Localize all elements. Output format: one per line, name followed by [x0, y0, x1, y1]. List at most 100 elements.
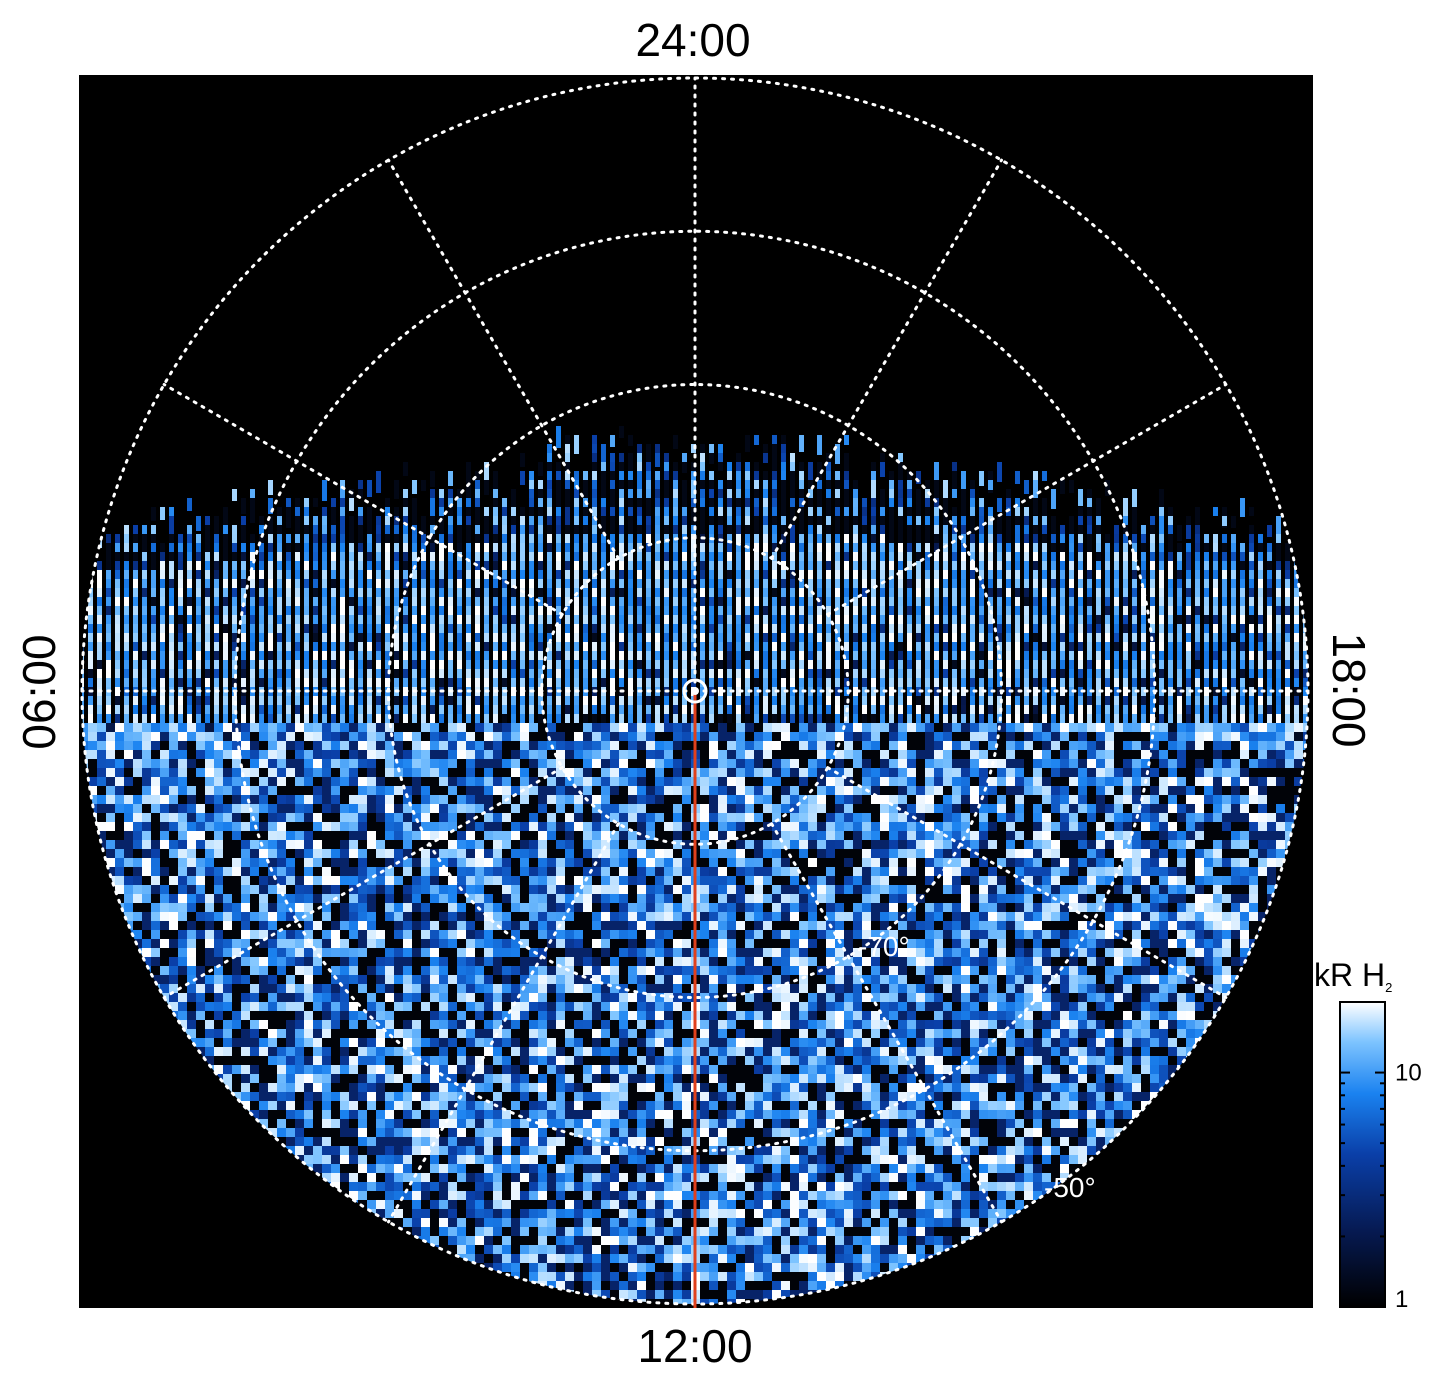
emission-cell — [133, 768, 142, 777]
emission-cell — [394, 507, 399, 522]
emission-cell — [169, 768, 178, 777]
emission-cell — [124, 768, 133, 777]
emission-cell — [610, 597, 615, 613]
emission-cell — [826, 516, 831, 525]
emission-cell — [529, 570, 534, 585]
emission-cell — [178, 786, 187, 795]
emission-cell — [700, 795, 709, 804]
emission-cell — [124, 597, 129, 612]
emission-cell — [367, 516, 372, 532]
emission-cell — [178, 750, 187, 759]
emission-cell — [682, 462, 687, 473]
emission-cell — [1042, 804, 1051, 813]
emission-cell — [1078, 759, 1087, 768]
emission-cell — [736, 732, 745, 741]
emission-cell — [340, 786, 349, 795]
emission-cell — [1168, 552, 1173, 563]
emission-cell — [349, 498, 354, 511]
emission-cell — [232, 543, 237, 555]
emission-cell — [754, 462, 759, 476]
emission-cell — [1177, 741, 1186, 750]
emission-cell — [1015, 570, 1020, 587]
emission-cell — [160, 732, 169, 741]
emission-cell — [133, 732, 142, 741]
emission-cell — [1069, 597, 1074, 608]
emission-cell — [583, 786, 592, 795]
emission-cell — [754, 579, 759, 595]
emission-cell — [1096, 759, 1105, 768]
emission-cell — [646, 570, 651, 579]
emission-cell — [1078, 516, 1083, 525]
emission-cell — [349, 597, 354, 614]
emission-cell — [223, 534, 228, 546]
emission-cell — [1195, 741, 1204, 750]
emission-cell — [97, 750, 106, 759]
emission-cell — [925, 489, 930, 506]
emission-cell — [349, 750, 358, 759]
emission-cell — [313, 714, 318, 724]
emission-cell — [574, 642, 579, 652]
emission-cell — [781, 570, 786, 585]
emission-cell — [250, 498, 255, 509]
emission-cell — [160, 507, 165, 520]
emission-cell — [493, 597, 498, 607]
emission-cell — [475, 516, 480, 531]
emission-cell — [772, 489, 777, 505]
emission-cell — [385, 498, 390, 512]
emission-cell — [511, 570, 516, 580]
emission-cell — [997, 786, 1006, 795]
emission-cell — [322, 777, 331, 786]
emission-cell — [835, 543, 840, 558]
emission-cell — [1195, 543, 1200, 555]
emission-cell — [808, 705, 813, 715]
emission-cell — [610, 498, 615, 511]
emission-cell — [880, 534, 885, 545]
emission-cell — [574, 768, 583, 777]
emission-cell — [1096, 786, 1105, 795]
emission-cell — [1087, 759, 1096, 768]
emission-cell — [1024, 534, 1029, 548]
emission-cell — [1240, 750, 1249, 759]
emission-cell — [601, 768, 610, 777]
emission-cell — [259, 768, 268, 777]
emission-cell — [952, 462, 957, 479]
emission-cell — [934, 759, 943, 768]
emission-cell — [1294, 597, 1299, 606]
emission-cell — [952, 804, 961, 813]
emission-cell — [502, 588, 507, 597]
emission-cell — [178, 534, 183, 545]
emission-cell — [763, 525, 768, 540]
emission-cell — [1123, 795, 1132, 804]
emission-cell — [1087, 768, 1096, 777]
emission-cell — [709, 723, 718, 732]
emission-cell — [808, 804, 817, 813]
emission-cell — [358, 507, 363, 519]
emission-cell — [826, 570, 831, 581]
emission-cell — [115, 597, 120, 613]
emission-cell — [988, 813, 997, 822]
emission-cell — [277, 741, 286, 750]
emission-cell — [691, 462, 696, 475]
emission-cell — [1258, 615, 1263, 624]
emission-cell — [934, 696, 939, 706]
emission-cell — [1213, 588, 1218, 601]
emission-cell — [970, 489, 975, 503]
emission-cell — [1141, 705, 1146, 714]
emission-cell — [988, 480, 993, 490]
emission-cell — [511, 678, 516, 688]
emission-cell — [529, 768, 538, 777]
emission-cell — [718, 579, 723, 591]
emission-cell — [466, 525, 471, 539]
emission-cell — [610, 723, 619, 732]
emission-cell — [376, 759, 385, 768]
emission-cell — [88, 741, 97, 750]
emission-cell — [439, 507, 444, 522]
emission-cell — [421, 768, 430, 777]
emission-cell — [97, 705, 102, 714]
emission-cell — [97, 786, 106, 795]
emission-cell — [628, 723, 637, 732]
emission-cell — [88, 732, 97, 741]
emission-cell — [430, 516, 435, 529]
emission-cell — [196, 813, 205, 822]
